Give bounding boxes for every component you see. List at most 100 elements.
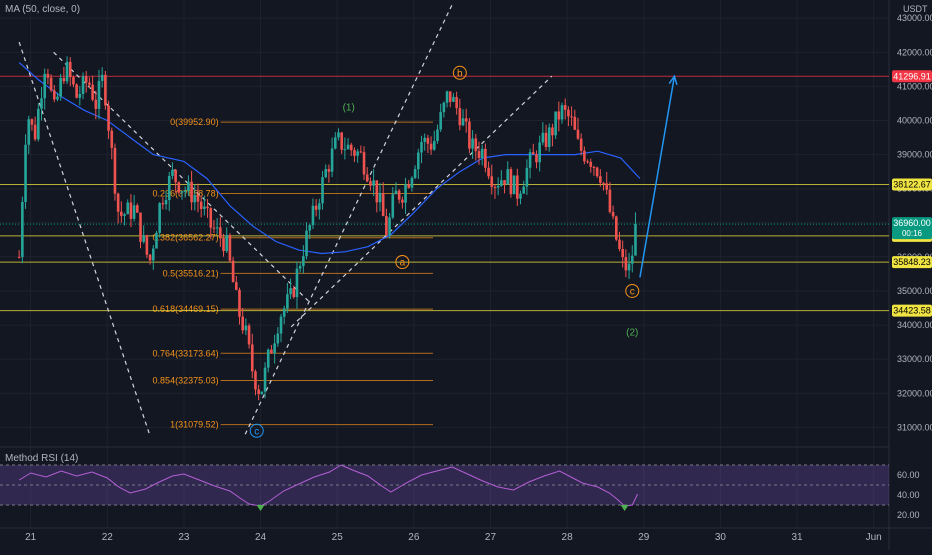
candle-body <box>84 76 88 83</box>
fib-level-label: 0.854(32375.03) <box>153 375 219 385</box>
candle-body <box>397 190 401 200</box>
candle-body <box>295 268 299 298</box>
y-tick-label: 39000.00 <box>897 150 932 160</box>
candle-body <box>321 177 324 204</box>
indicator-label[interactable]: MA (50, close, 0) <box>5 4 81 15</box>
candle-body <box>417 152 420 170</box>
candle-body <box>187 181 190 191</box>
rsi-indicator-label[interactable]: Method RSI (14) <box>5 453 79 464</box>
candle-body <box>209 208 213 228</box>
candle-body <box>228 235 232 261</box>
candle-body <box>171 169 174 176</box>
candle-body <box>68 61 72 78</box>
rsi-tick-label: 60.00 <box>897 470 920 480</box>
candle-body <box>311 205 315 226</box>
candle-body <box>423 137 427 142</box>
candle-body <box>139 212 142 242</box>
candle-body <box>250 344 254 372</box>
candle-body <box>107 105 110 131</box>
currency-label: USDT <box>903 4 928 14</box>
candle-body <box>199 201 203 210</box>
wave-label: (1) <box>343 102 355 113</box>
candle-body <box>46 73 50 78</box>
trend-line <box>244 4 453 435</box>
candle-body <box>257 389 260 395</box>
candle-body <box>94 99 98 109</box>
y-tick-label: 42000.00 <box>897 47 932 57</box>
x-tick-label: 29 <box>638 532 650 543</box>
candle-body <box>161 203 165 205</box>
candle-body <box>238 289 241 317</box>
candle-body <box>212 227 216 229</box>
candle-body <box>244 325 248 331</box>
candle-body <box>448 91 452 102</box>
candle-body <box>618 239 621 249</box>
candle-body <box>241 316 244 331</box>
candle-body <box>599 176 602 183</box>
candle-body <box>401 199 404 203</box>
candle-body <box>528 152 532 168</box>
candle-body <box>97 80 101 109</box>
candle-body <box>410 177 414 188</box>
candle-body <box>270 349 273 354</box>
candle-body <box>206 206 209 209</box>
y-tick-label: 34000.00 <box>897 320 932 330</box>
fib-level-label: 0.618(34469.15) <box>153 304 219 314</box>
candle-body <box>445 91 449 103</box>
candle-body <box>362 152 366 175</box>
x-tick-label: 23 <box>178 532 190 543</box>
candle-body <box>519 193 522 199</box>
candle-body <box>544 132 548 148</box>
candle-body <box>155 232 158 249</box>
price-level-tag: 38122.67 <box>893 180 931 190</box>
wave-label: c <box>254 426 259 437</box>
candle-body <box>541 132 545 143</box>
candle-body <box>490 176 494 187</box>
candle-body <box>177 182 181 193</box>
candle-body <box>455 96 458 109</box>
candle-body <box>413 169 417 178</box>
candle-body <box>567 109 570 117</box>
candle-body <box>17 256 21 258</box>
candle-body <box>372 180 375 186</box>
candle-body <box>547 127 551 148</box>
candle-body <box>595 167 599 177</box>
candle-body <box>509 169 513 195</box>
x-tick-label: 27 <box>485 532 497 543</box>
candle-body <box>586 161 589 163</box>
candle-body <box>551 127 554 136</box>
candle-body <box>614 216 618 240</box>
candle-body <box>231 260 235 283</box>
y-tick-label: 41000.00 <box>897 81 932 91</box>
candle-body <box>570 116 573 118</box>
candle-body <box>439 112 442 130</box>
candle-body <box>273 343 276 354</box>
x-tick-label: 31 <box>791 532 803 543</box>
candle-body <box>148 254 152 261</box>
candle-body <box>129 202 133 219</box>
candle-body <box>91 84 94 100</box>
candle-body <box>88 82 91 85</box>
candle-body <box>474 138 478 152</box>
candle-body <box>52 90 56 100</box>
wave-label-circle <box>249 423 264 438</box>
candle-body <box>535 154 538 163</box>
candle-body <box>302 256 305 267</box>
candle-body <box>589 161 593 167</box>
candle-body <box>276 333 280 344</box>
candle-body <box>525 167 529 187</box>
candle-body <box>126 202 130 215</box>
candle-body <box>30 119 34 125</box>
x-tick-label: 25 <box>332 532 344 543</box>
candle-body <box>579 138 583 151</box>
candle-body <box>180 191 184 193</box>
wave-label: a <box>400 258 406 269</box>
candle-body <box>583 150 586 162</box>
ma50-line <box>18 62 641 255</box>
candle-body <box>538 142 541 163</box>
fib-level-label: 0.5(35516.21) <box>163 268 219 278</box>
candle-body <box>235 282 238 290</box>
candle-body <box>385 216 388 236</box>
